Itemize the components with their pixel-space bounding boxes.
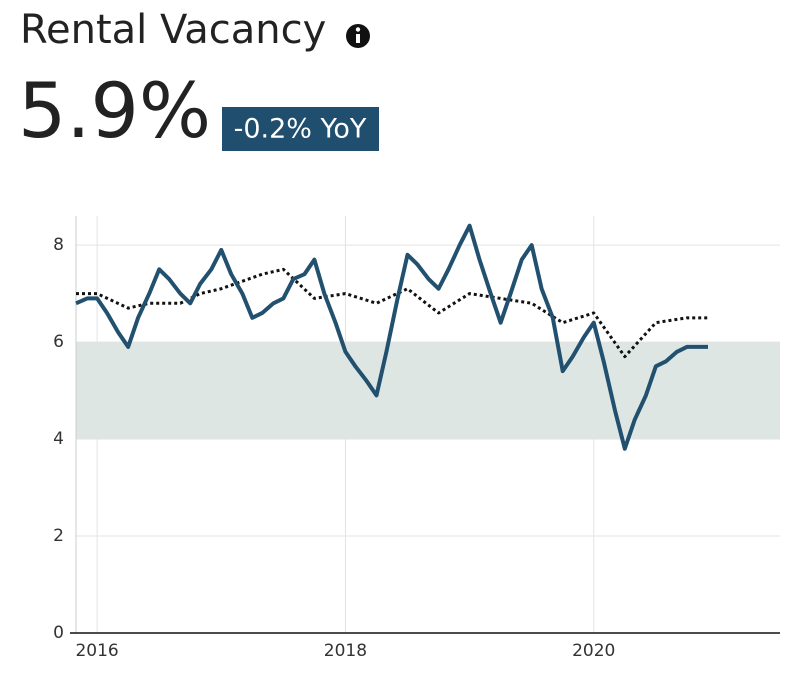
x-tick-label: 2016 bbox=[75, 641, 118, 661]
change-label: -0.2% YoY bbox=[234, 114, 367, 145]
series-line bbox=[75, 223, 708, 451]
info-icon[interactable] bbox=[346, 24, 370, 48]
target-band bbox=[76, 342, 780, 440]
y-tick-label: 8 bbox=[53, 235, 64, 255]
benchmark-line bbox=[76, 267, 708, 359]
chart-title: Rental Vacancy bbox=[20, 7, 326, 53]
y-tick-label: 0 bbox=[53, 623, 64, 643]
y-tick-label: 2 bbox=[53, 526, 64, 546]
x-tick-label: 2020 bbox=[572, 641, 615, 661]
x-tick-label: 2018 bbox=[324, 641, 367, 661]
y-tick-label: 6 bbox=[53, 332, 64, 352]
headline-value: 5.9% bbox=[18, 66, 211, 155]
y-tick-label: 4 bbox=[53, 429, 64, 449]
change-badge bbox=[222, 107, 379, 151]
